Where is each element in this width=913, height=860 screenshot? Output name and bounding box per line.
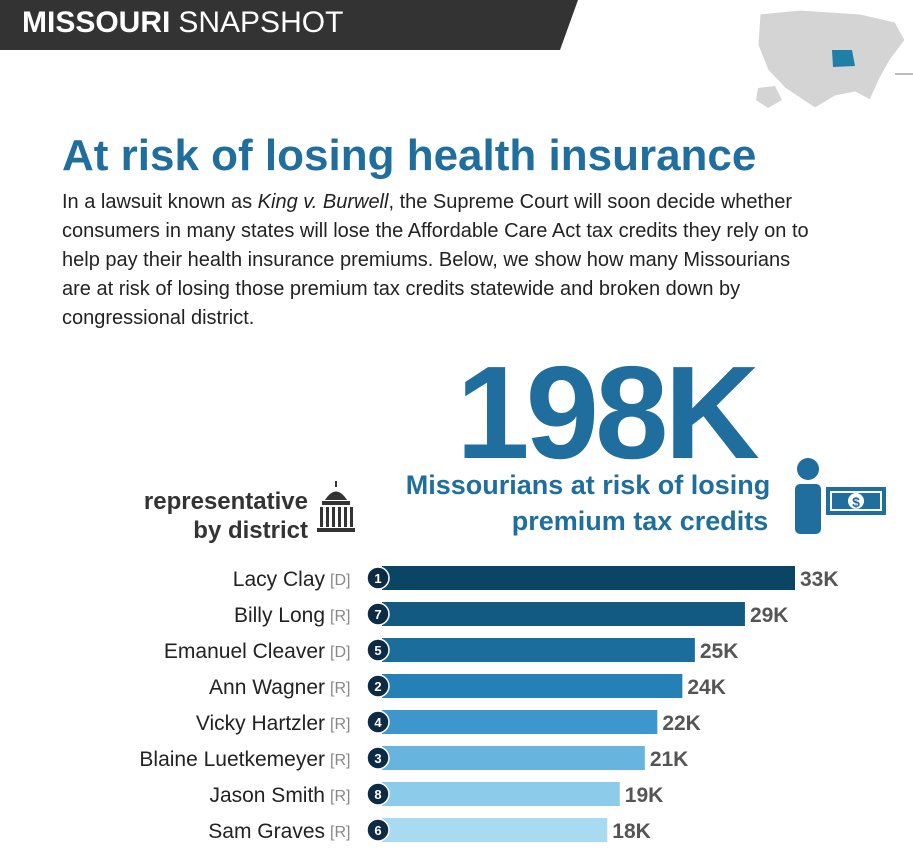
party-label: [R] bbox=[330, 788, 350, 805]
bar bbox=[382, 746, 645, 770]
bar bbox=[382, 566, 795, 590]
district-badge bbox=[366, 818, 390, 842]
district-badge bbox=[366, 746, 390, 770]
header: MISSOURI SNAPSHOT bbox=[22, 6, 343, 39]
district-label: 1 bbox=[374, 571, 381, 586]
value-label: 19K bbox=[625, 784, 664, 807]
category-label: Sam Graves bbox=[208, 820, 325, 843]
category-label: Blaine Luetkemeyer bbox=[139, 748, 325, 771]
district-badge bbox=[366, 710, 390, 734]
bar bbox=[382, 710, 658, 734]
value-label: 29K bbox=[750, 604, 789, 627]
bar bbox=[382, 602, 745, 626]
headline: 198K bbox=[456, 339, 759, 486]
district-label: 3 bbox=[374, 751, 381, 766]
party-label: [R] bbox=[330, 752, 350, 769]
district-label: 8 bbox=[374, 787, 381, 802]
district-badge bbox=[366, 638, 390, 662]
bar bbox=[382, 638, 695, 662]
description-text: In a lawsuit known as bbox=[62, 191, 258, 213]
category-label: Jason Smith bbox=[209, 784, 325, 807]
value-label: 21K bbox=[650, 748, 689, 771]
bar bbox=[382, 782, 620, 806]
value-label: 22K bbox=[662, 712, 701, 735]
us-map bbox=[756, 9, 913, 109]
svg-text:$: $ bbox=[852, 494, 860, 510]
party-label: [R] bbox=[330, 824, 350, 841]
capitol-icon bbox=[317, 481, 355, 532]
bar bbox=[382, 674, 683, 698]
description-text: , the Supreme Court will soon decide whe… bbox=[62, 191, 809, 329]
category-label: Vicky Hartzler bbox=[196, 712, 325, 735]
value-label: 24K bbox=[687, 676, 726, 699]
value-label: 33K bbox=[800, 568, 839, 591]
district-label: 5 bbox=[374, 643, 381, 658]
party-label: [D] bbox=[330, 572, 350, 589]
district-badge bbox=[366, 674, 390, 698]
description: In a lawsuit known as King v. Burwell, t… bbox=[62, 188, 812, 333]
party-label: [R] bbox=[330, 716, 350, 733]
money-icon: $ bbox=[826, 487, 886, 515]
category-label: Lacy Clay bbox=[233, 568, 326, 591]
axis-label: by district bbox=[193, 517, 308, 544]
category-label: Ann Wagner bbox=[209, 676, 325, 699]
district-label: 2 bbox=[374, 679, 381, 694]
district-badge bbox=[366, 602, 390, 626]
chart-title: At risk of losing health insurance bbox=[62, 131, 756, 180]
headline-caption: Missourians at risk of losing bbox=[406, 470, 771, 500]
party-label: [D] bbox=[330, 644, 350, 661]
headline-caption: premium tax credits bbox=[512, 506, 769, 536]
category-label: Billy Long bbox=[234, 604, 325, 627]
district-label: 6 bbox=[374, 823, 381, 838]
description-case: King v. Burwell bbox=[257, 191, 389, 213]
header-bold: MISSOURI bbox=[22, 6, 170, 39]
party-label: [R] bbox=[330, 680, 350, 697]
district-label: 4 bbox=[374, 715, 382, 730]
value-label: 25K bbox=[700, 640, 739, 663]
person-icon bbox=[795, 458, 821, 534]
axis-label: representative bbox=[144, 488, 308, 515]
district-badge bbox=[366, 566, 390, 590]
bar bbox=[382, 818, 608, 842]
district-label: 7 bbox=[374, 607, 381, 622]
header-light: SNAPSHOT bbox=[178, 6, 343, 39]
party-label: [R] bbox=[330, 608, 350, 625]
header-band bbox=[0, 0, 578, 50]
value-label: 18K bbox=[612, 820, 651, 843]
category-label: Emanuel Cleaver bbox=[164, 640, 325, 663]
district-badge bbox=[366, 782, 390, 806]
